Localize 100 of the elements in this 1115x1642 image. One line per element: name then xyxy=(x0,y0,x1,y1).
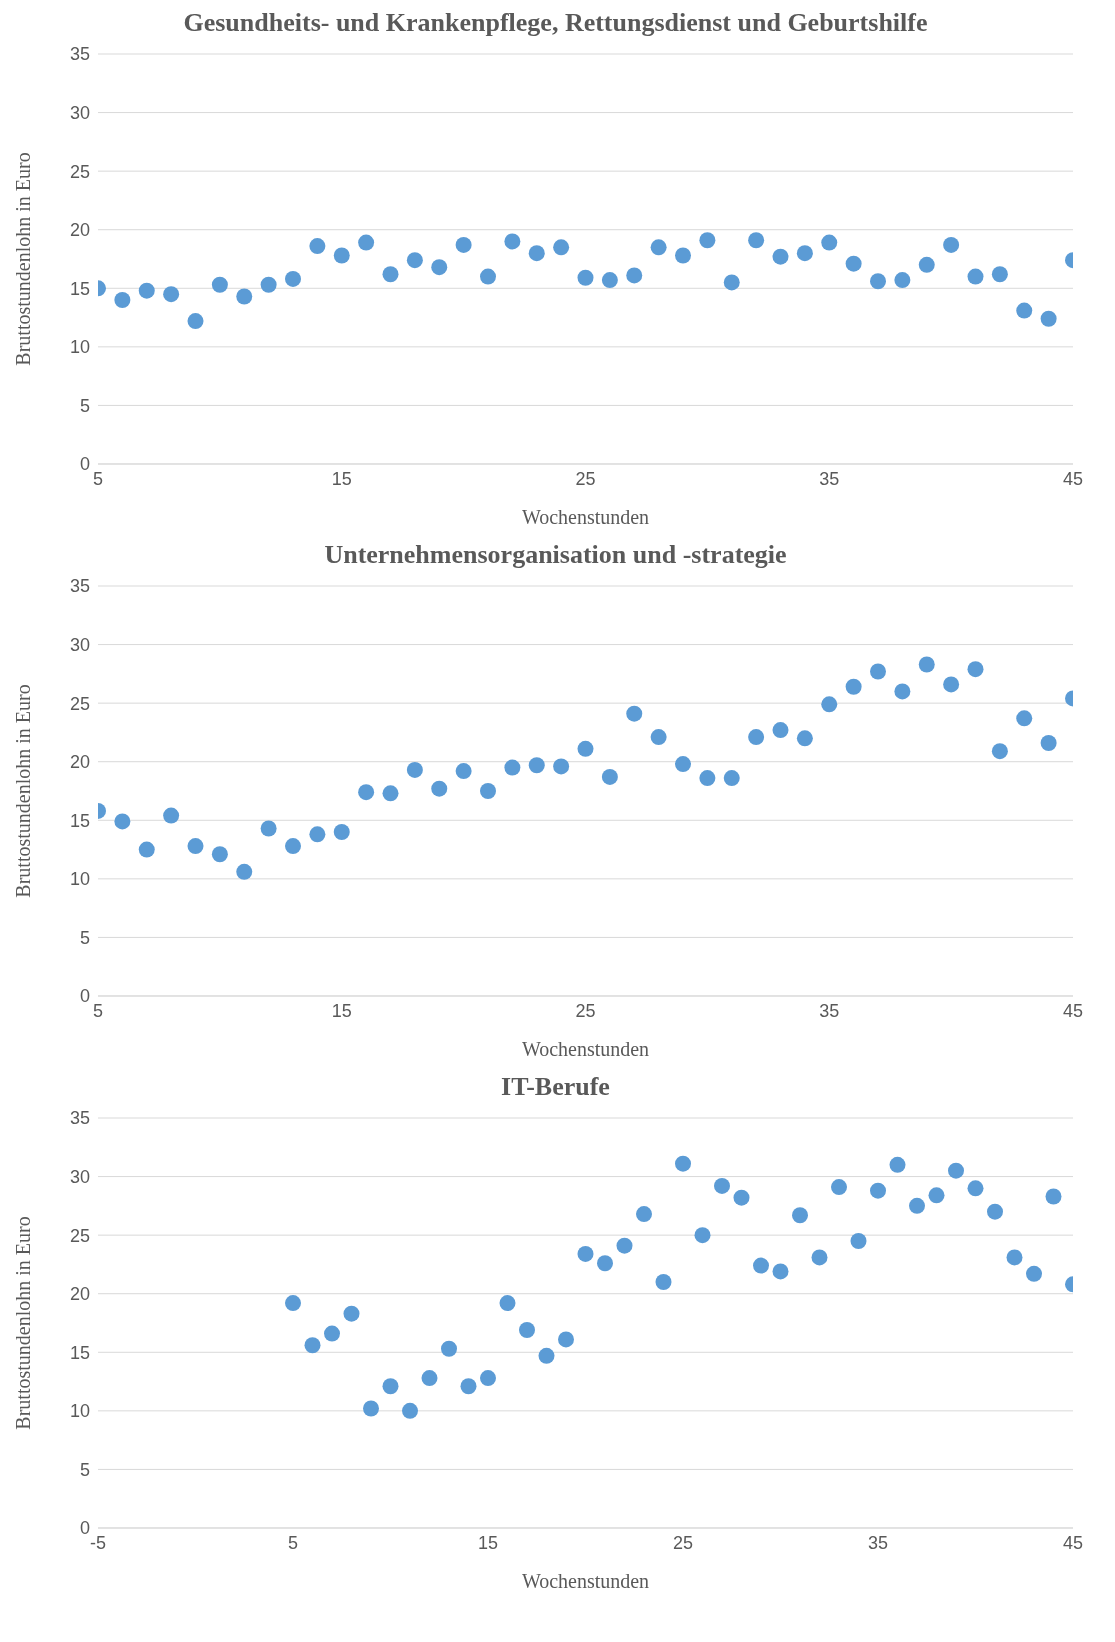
point xyxy=(918,256,935,273)
point xyxy=(285,270,301,287)
y-tick-label: 5 xyxy=(79,927,90,948)
point xyxy=(796,730,813,747)
point xyxy=(553,239,570,256)
point xyxy=(553,758,570,775)
point xyxy=(675,1155,691,1172)
point xyxy=(382,266,399,283)
point xyxy=(455,236,472,253)
point xyxy=(845,678,862,695)
point xyxy=(870,1182,886,1199)
x-tick-label: 15 xyxy=(331,468,352,489)
y-tick-label: 25 xyxy=(69,1225,90,1246)
point xyxy=(967,1180,984,1197)
point xyxy=(138,841,155,858)
point xyxy=(650,729,667,746)
x-tick-label: 45 xyxy=(1062,1000,1084,1021)
point xyxy=(748,232,765,249)
point xyxy=(285,838,301,855)
point xyxy=(772,722,789,739)
point xyxy=(699,770,716,787)
point xyxy=(1040,734,1057,751)
y-tick-label: 15 xyxy=(69,278,90,299)
point xyxy=(421,1370,438,1387)
y-tick-label: 15 xyxy=(69,1342,90,1363)
point xyxy=(528,757,545,774)
y-tick-label: 0 xyxy=(79,986,90,1007)
y-tick-label: 35 xyxy=(69,576,90,597)
chart-title: IT-Berufe xyxy=(500,1072,611,1103)
x-tick-label: -5 xyxy=(89,1532,107,1553)
y-tick-label: 30 xyxy=(69,1166,90,1187)
point xyxy=(796,245,813,262)
point xyxy=(285,1295,301,1312)
point xyxy=(577,740,594,757)
point xyxy=(333,824,350,840)
x-tick-label: 35 xyxy=(819,468,840,489)
point xyxy=(431,780,448,797)
x-tick-label: 5 xyxy=(92,468,104,489)
y-tick-label: 35 xyxy=(69,44,90,65)
point xyxy=(821,234,838,251)
x-tick-label: 15 xyxy=(477,1532,499,1553)
point xyxy=(577,269,594,286)
point xyxy=(504,759,521,776)
point xyxy=(675,756,691,773)
point xyxy=(333,247,350,264)
point xyxy=(358,234,375,251)
y-tick-label: 20 xyxy=(69,220,90,241)
point xyxy=(601,768,618,785)
point xyxy=(519,1322,535,1339)
point xyxy=(528,245,545,262)
point xyxy=(324,1325,340,1342)
point xyxy=(455,763,472,780)
x-tick-label: 25 xyxy=(575,468,596,489)
y-tick-label: 35 xyxy=(69,1108,90,1129)
point xyxy=(236,288,253,305)
point xyxy=(343,1305,360,1322)
point xyxy=(894,272,911,289)
point xyxy=(616,1237,633,1254)
point xyxy=(114,813,131,830)
point xyxy=(733,1189,750,1206)
point xyxy=(1016,302,1033,319)
y-tick-label: 30 xyxy=(69,102,90,123)
point xyxy=(1006,1249,1023,1266)
y-tick-label: 0 xyxy=(79,454,90,475)
y-tick-label: 15 xyxy=(69,810,90,831)
y-tick-label: 5 xyxy=(79,395,90,416)
point xyxy=(699,232,716,249)
point xyxy=(114,292,131,308)
point xyxy=(889,1156,906,1173)
point xyxy=(694,1227,711,1244)
point xyxy=(163,807,180,824)
point xyxy=(460,1378,477,1395)
point xyxy=(991,266,1008,283)
chart-title: Unternehmensorganisation und -strategie xyxy=(323,540,788,571)
point xyxy=(626,705,643,722)
point xyxy=(260,820,277,837)
point xyxy=(928,1187,945,1204)
point xyxy=(163,286,180,303)
point xyxy=(597,1255,613,1272)
y-tick-label: 10 xyxy=(69,869,90,890)
point xyxy=(480,268,496,285)
point xyxy=(577,1245,594,1262)
point xyxy=(480,783,496,799)
x-axis-title: Wochenstunden xyxy=(521,1570,650,1592)
x-axis-title: Wochenstunden xyxy=(521,506,650,528)
y-axis-title: Bruttostundenlohn in Euro xyxy=(12,684,35,898)
point xyxy=(309,826,326,843)
point xyxy=(480,1370,496,1387)
point xyxy=(909,1197,925,1214)
point xyxy=(650,239,667,256)
y-tick-label: 30 xyxy=(69,634,90,655)
y-tick-label: 10 xyxy=(69,337,90,358)
point xyxy=(918,656,935,673)
point xyxy=(850,1233,867,1249)
point xyxy=(402,1402,418,1419)
point xyxy=(406,761,423,778)
y-tick-label: 0 xyxy=(79,1518,90,1539)
y-tick-label: 25 xyxy=(69,693,90,714)
point xyxy=(894,683,911,700)
chart-title: Gesundheits- und Krankenpflege, Rettungsdienst und Geburtshilfe xyxy=(182,8,929,39)
